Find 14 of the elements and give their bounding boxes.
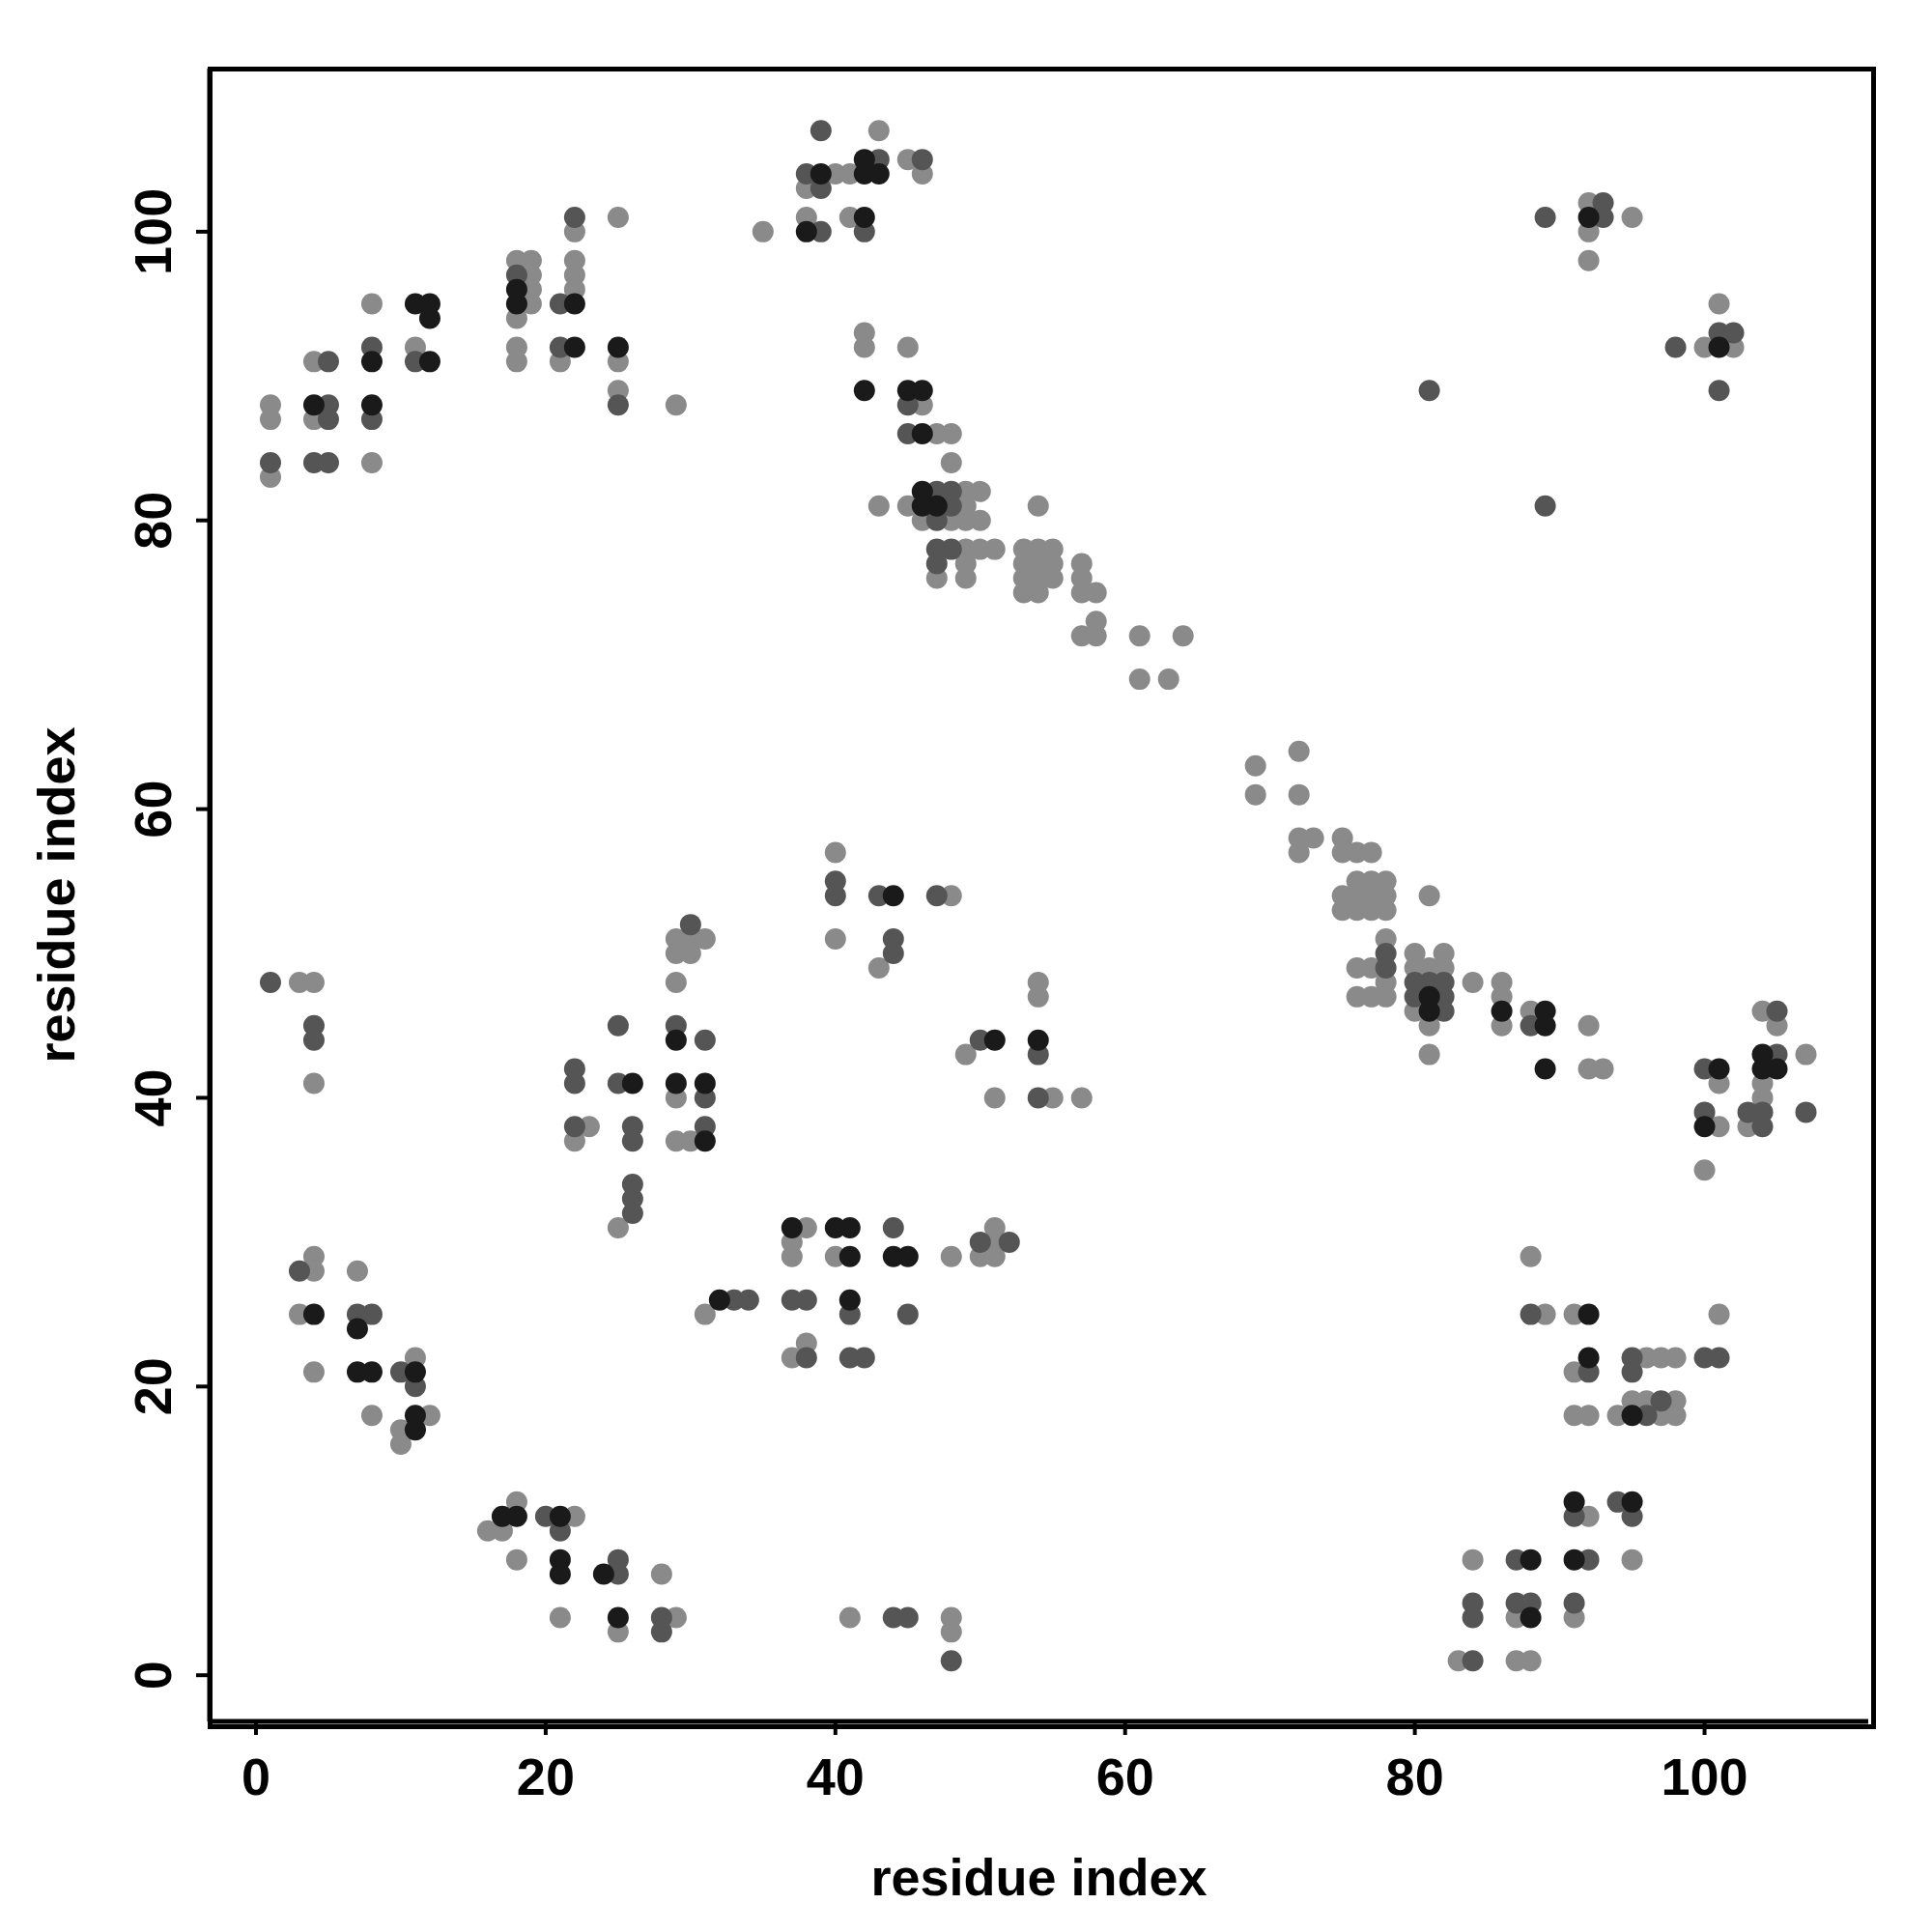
x-tick-label: 20 [516, 1747, 575, 1806]
y-axis-title: residue index [27, 726, 86, 1064]
y-tick-label: 0 [124, 1661, 182, 1690]
x-tick-label: 0 [241, 1747, 271, 1806]
y-tick-label: 80 [124, 491, 182, 550]
x-tick-label: 60 [1095, 1747, 1154, 1806]
x-tick-label: 40 [806, 1747, 865, 1806]
x-axis-title: residue index [870, 1848, 1208, 1906]
y-tick-label: 20 [124, 1357, 182, 1416]
y-tick-label: 40 [124, 1068, 182, 1127]
x-tick-label: 100 [1661, 1747, 1748, 1806]
y-tick-label: 60 [124, 780, 182, 838]
x-tick-label: 80 [1385, 1747, 1444, 1806]
y-tick-label: 100 [124, 187, 182, 275]
